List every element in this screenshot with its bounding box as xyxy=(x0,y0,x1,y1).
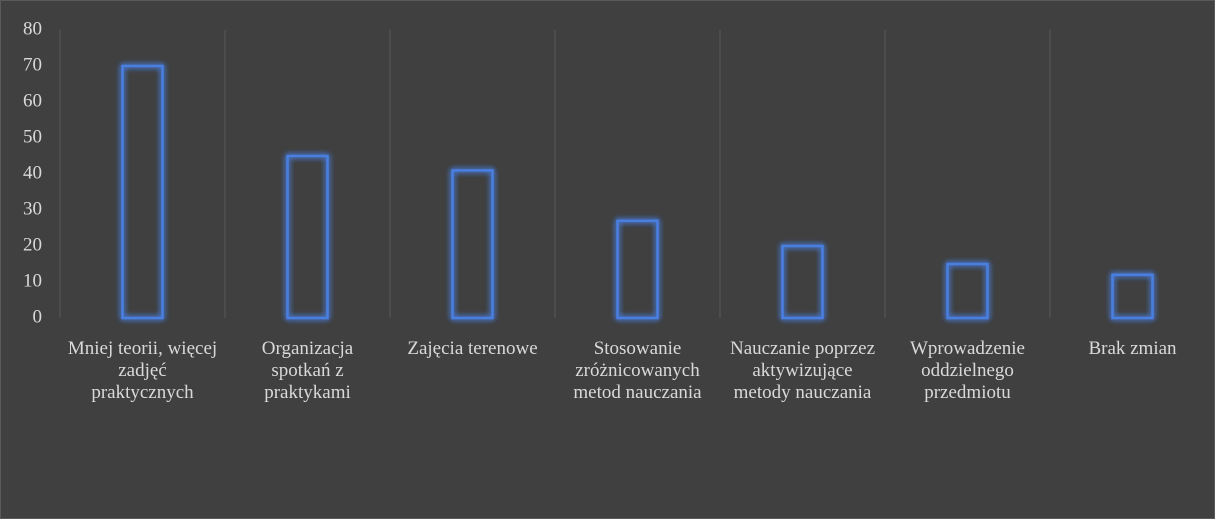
x-tick-label: Organizacja spotkań z praktykami xyxy=(262,338,354,403)
bar xyxy=(946,262,989,320)
y-tick-label: 60 xyxy=(23,90,42,111)
y-tick-label: 70 xyxy=(23,54,42,75)
x-tick-label: Wprowadzenie oddzielnego przedmiotu xyxy=(910,338,1025,403)
x-tick-label: Stosowanie zróżnicowanych metod nauczania xyxy=(573,338,702,403)
bar xyxy=(451,169,494,320)
y-tick-label: 80 xyxy=(23,18,42,39)
y-tick-label: 0 xyxy=(33,306,43,327)
bar xyxy=(286,154,329,320)
x-tick-label: Brak zmian xyxy=(1088,338,1177,359)
y-tick-label: 40 xyxy=(23,162,42,183)
y-tick-label: 50 xyxy=(23,126,42,147)
x-tick-label: Zajęcia terenowe xyxy=(407,338,537,359)
y-tick-label: 30 xyxy=(23,198,42,219)
bar xyxy=(1111,273,1154,320)
bar xyxy=(121,64,164,320)
y-tick-label: 20 xyxy=(23,234,42,255)
bar xyxy=(781,244,824,320)
bar xyxy=(616,219,659,320)
x-tick-label: Nauczanie poprzez aktywizujące metody nauc… xyxy=(730,338,875,403)
x-tick-label: Mniej teorii, więcej zadjęć praktycznych xyxy=(68,338,217,403)
y-tick-label: 10 xyxy=(23,270,42,291)
